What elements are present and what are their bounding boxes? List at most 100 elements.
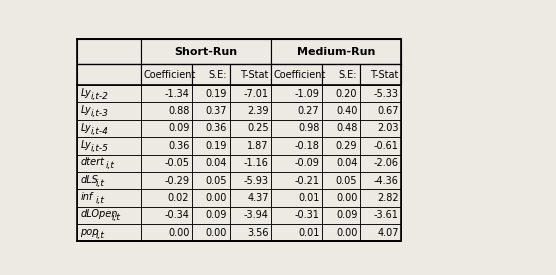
Bar [77,207,141,224]
Text: 3.56: 3.56 [247,228,269,238]
Text: 2.03: 2.03 [377,123,399,133]
Bar [271,120,322,137]
Bar [322,224,360,241]
Text: 0.00: 0.00 [206,228,227,238]
Bar [192,137,230,155]
Bar [192,189,230,207]
Text: 0.00: 0.00 [206,193,227,203]
Bar [141,85,192,103]
Bar [77,103,141,120]
Bar [230,137,271,155]
Text: S.E:: S.E: [208,70,227,80]
Bar [360,207,401,224]
Bar [141,103,192,120]
Text: -3.61: -3.61 [374,210,399,220]
Text: 0.04: 0.04 [206,158,227,168]
Bar [141,137,192,155]
Text: Medium-Run: Medium-Run [297,47,375,57]
Text: 0.48: 0.48 [336,123,358,133]
Text: i,t: i,t [106,161,115,170]
Text: 0.19: 0.19 [206,141,227,151]
Text: 0.88: 0.88 [168,106,189,116]
Text: Ly: Ly [80,140,91,150]
Text: -0.29: -0.29 [164,176,189,186]
Bar [192,224,230,241]
Text: 0.09: 0.09 [168,123,189,133]
Text: 0.36: 0.36 [168,141,189,151]
Text: -5.93: -5.93 [244,176,269,186]
Bar [141,155,192,172]
Bar [322,189,360,207]
Bar [360,103,401,120]
Text: Ly: Ly [80,123,91,133]
Bar [141,207,192,224]
Text: 0.29: 0.29 [336,141,358,151]
Text: dtert: dtert [80,157,105,167]
Text: 0.05: 0.05 [206,176,227,186]
Text: 0.27: 0.27 [298,106,320,116]
Bar [230,85,271,103]
Text: T-Stat: T-Stat [240,70,269,80]
Text: i,t-4: i,t-4 [91,126,108,136]
Text: S.E:: S.E: [339,70,358,80]
Bar [271,155,322,172]
Text: Coefficient: Coefficient [143,70,196,80]
Bar [192,172,230,189]
Text: -3.94: -3.94 [244,210,269,220]
Bar [322,120,360,137]
Bar [77,120,141,137]
Bar [230,207,271,224]
Bar [141,172,192,189]
Text: 0.09: 0.09 [336,210,358,220]
Bar [141,189,192,207]
Text: 0.25: 0.25 [247,123,269,133]
Bar [360,155,401,172]
Text: 0.36: 0.36 [206,123,227,133]
Bar [271,172,322,189]
Text: i,t: i,t [96,179,105,188]
Bar [360,85,401,103]
Bar [77,155,141,172]
Text: 0.05: 0.05 [336,176,358,186]
Bar [322,155,360,172]
Text: 0.02: 0.02 [168,193,189,203]
Bar [271,103,322,120]
Text: -4.36: -4.36 [374,176,399,186]
Bar [360,64,401,85]
Text: 0.20: 0.20 [336,89,358,99]
Text: pop: pop [80,227,99,237]
Text: -1.34: -1.34 [165,89,189,99]
Text: -0.09: -0.09 [295,158,320,168]
Bar [230,224,271,241]
Text: i,t: i,t [96,196,105,205]
Text: -1.09: -1.09 [295,89,320,99]
Bar [230,103,271,120]
Text: -0.61: -0.61 [374,141,399,151]
Bar [192,207,230,224]
Bar [141,64,192,85]
Bar [360,172,401,189]
Bar [322,137,360,155]
Text: -0.21: -0.21 [295,176,320,186]
Bar [360,137,401,155]
Text: 0.00: 0.00 [336,193,358,203]
Bar [77,172,141,189]
Bar [192,64,230,85]
Text: -0.18: -0.18 [295,141,320,151]
Text: i,t-5: i,t-5 [91,144,108,153]
Bar [271,137,322,155]
Bar [271,85,322,103]
Text: inf: inf [80,192,92,202]
Text: Short-Run: Short-Run [175,47,237,57]
Text: dLOpen: dLOpen [80,210,118,219]
Bar [322,103,360,120]
Bar [192,103,230,120]
Text: 2.39: 2.39 [247,106,269,116]
Text: 0.40: 0.40 [336,106,358,116]
Text: -5.33: -5.33 [374,89,399,99]
Bar [322,64,360,85]
Text: 0.00: 0.00 [168,228,189,238]
Bar [230,172,271,189]
Bar [322,207,360,224]
Text: Ly: Ly [80,88,91,98]
